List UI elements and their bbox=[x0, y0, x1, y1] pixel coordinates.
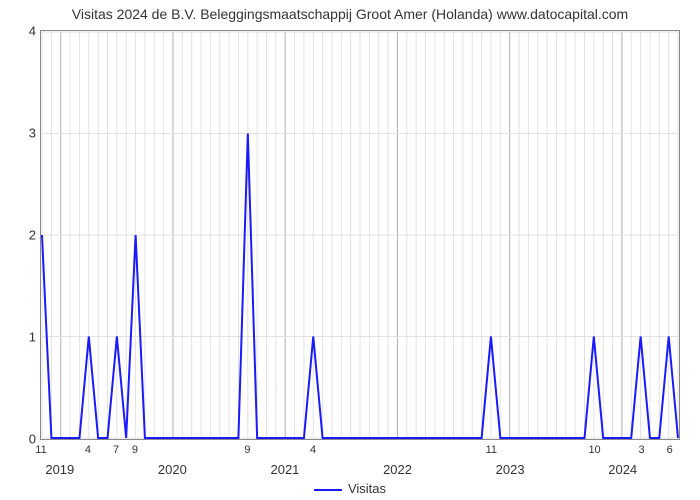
x-tick-month-label: 7 bbox=[113, 444, 119, 456]
x-tick-year-label: 2021 bbox=[270, 462, 299, 477]
plot-svg bbox=[41, 31, 679, 439]
x-tick-year-label: 2022 bbox=[383, 462, 412, 477]
x-tick-month-label: 10 bbox=[588, 444, 600, 456]
x-tick-month-label: 11 bbox=[486, 444, 497, 456]
y-tick-label: 1 bbox=[6, 330, 36, 345]
x-tick-month-label: 4 bbox=[85, 444, 91, 456]
x-tick-year-label: 2020 bbox=[158, 462, 187, 477]
x-tick-month-label: 4 bbox=[310, 444, 316, 456]
x-tick-month-label: 3 bbox=[638, 444, 644, 456]
legend-label: Visitas bbox=[348, 481, 386, 496]
x-tick-month-label: 11 bbox=[35, 444, 46, 456]
x-tick-month-label: 9 bbox=[132, 444, 138, 456]
x-axis-labels: 1147994111036201920202021202220232024 bbox=[40, 440, 680, 480]
x-tick-year-label: 2024 bbox=[608, 462, 637, 477]
x-tick-month-label: 9 bbox=[244, 444, 250, 456]
y-tick-label: 3 bbox=[6, 126, 36, 141]
chart-title: Visitas 2024 de B.V. Beleggingsmaatschap… bbox=[0, 6, 700, 22]
y-tick-label: 4 bbox=[6, 24, 36, 39]
legend-swatch bbox=[314, 489, 342, 491]
x-tick-year-label: 2023 bbox=[496, 462, 525, 477]
plot-area bbox=[40, 30, 680, 440]
y-tick-label: 0 bbox=[6, 432, 36, 447]
x-tick-month-label: 6 bbox=[667, 444, 673, 456]
legend: Visitas bbox=[0, 481, 700, 496]
y-tick-label: 2 bbox=[6, 228, 36, 243]
chart-container: Visitas 2024 de B.V. Beleggingsmaatschap… bbox=[0, 0, 700, 500]
x-tick-year-label: 2019 bbox=[45, 462, 74, 477]
